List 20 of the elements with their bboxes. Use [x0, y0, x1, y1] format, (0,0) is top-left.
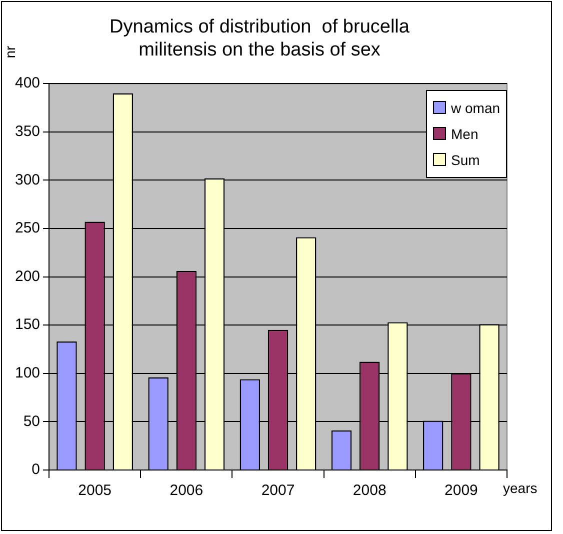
y-tick-label: 400: [14, 74, 40, 92]
x-tick-label: 2007: [261, 482, 295, 500]
y-tick-label: 0: [32, 461, 40, 478]
x-axis-title: years: [503, 480, 538, 496]
legend-label: Men: [451, 126, 478, 142]
x-tick-label: 2006: [170, 482, 204, 500]
x-tick-label: 2005: [78, 482, 112, 500]
y-tick-label: 100: [14, 364, 40, 382]
y-tick-label: 50: [23, 412, 40, 430]
legend-label: w oman: [451, 100, 500, 116]
y-tick-label: 300: [14, 171, 40, 188]
y-tick-label: 350: [14, 123, 40, 140]
y-tick-label: 150: [14, 316, 40, 334]
chart-title: Dynamics of distribution of brucella militensis on the basis of sex: [110, 16, 410, 60]
y-axis-title: nr: [2, 45, 18, 58]
x-tick-label: 2009: [444, 482, 478, 500]
y-tick-label: 200: [14, 268, 40, 285]
legend-label: Sum: [451, 152, 480, 168]
y-tick-label: 250: [14, 220, 40, 237]
x-tick-label: 2008: [352, 482, 386, 500]
